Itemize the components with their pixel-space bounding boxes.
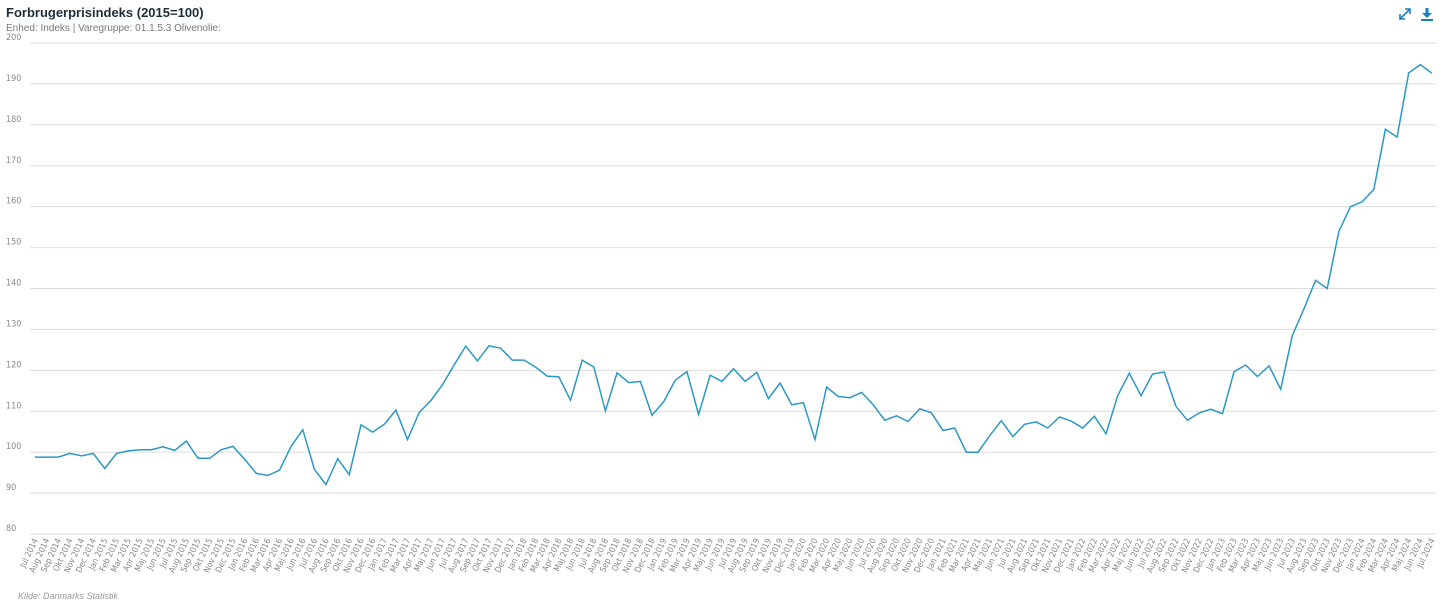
y-tick-label: 160 (6, 197, 21, 207)
chart-toolbar (1398, 6, 1434, 21)
y-tick-label: 170 (6, 156, 21, 166)
chart-subtitle: Enhed: Indeks | Varegruppe: 01.1.5.3 Oli… (6, 23, 221, 34)
y-tick-label: 110 (6, 401, 21, 411)
y-tick-label: 120 (6, 360, 21, 370)
y-tick-label: 90 (6, 483, 16, 493)
y-tick-label: 100 (6, 442, 21, 452)
y-tick-label: 150 (6, 238, 21, 248)
y-tick-label: 130 (6, 319, 21, 329)
download-icon[interactable] (1420, 6, 1434, 21)
y-tick-label: 80 (6, 524, 16, 534)
series-line (35, 63, 1433, 486)
y-tick-label: 200 (6, 33, 21, 43)
expand-icon[interactable] (1398, 6, 1412, 20)
source-note: Kilde: Danmarks Statistik (18, 591, 119, 601)
y-tick-label: 140 (6, 279, 21, 289)
y-tick-label: 190 (6, 74, 21, 84)
y-tick-label: 180 (6, 115, 21, 125)
chart-title: Forbrugerprisindeks (2015=100) (6, 5, 204, 20)
